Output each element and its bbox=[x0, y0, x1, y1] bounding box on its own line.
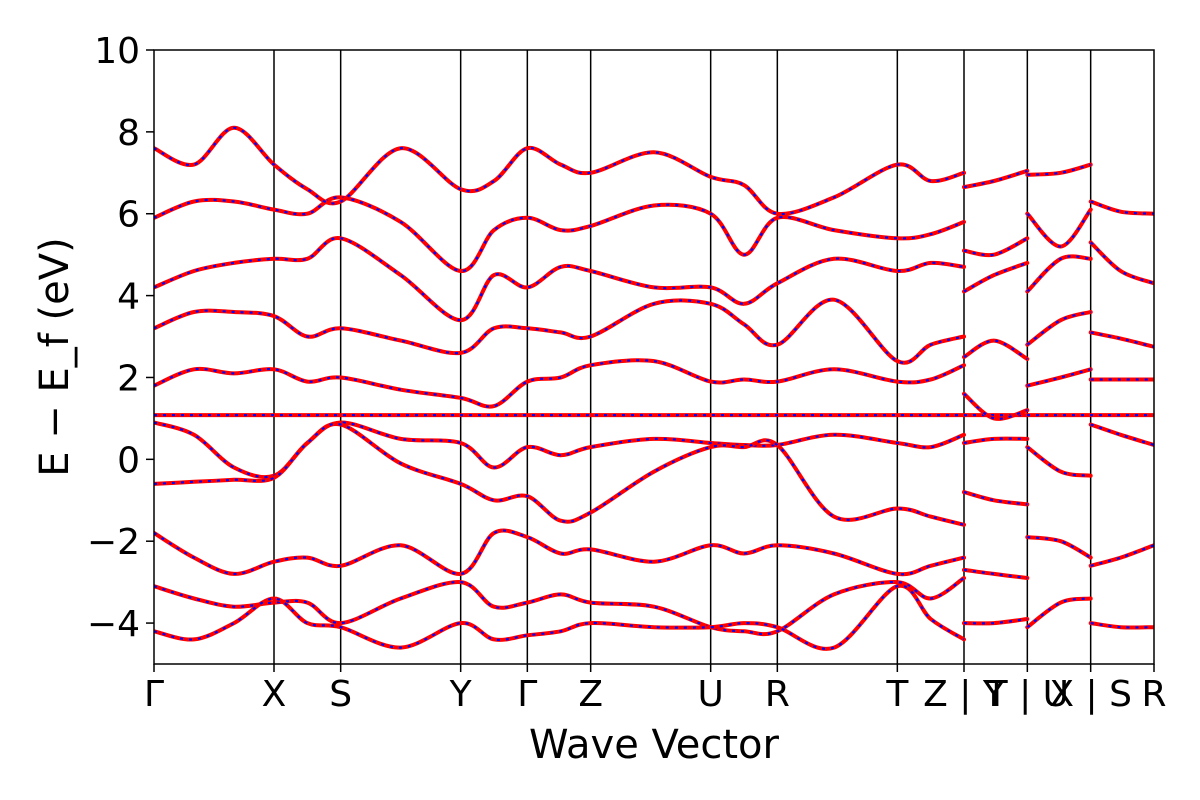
y-tick-label: 4 bbox=[117, 277, 140, 318]
x-tick-label: Γ bbox=[144, 674, 164, 715]
band-line-28 bbox=[1088, 199, 1154, 216]
x-tick-label: T bbox=[885, 674, 909, 715]
x-tick-label: T | U bbox=[985, 674, 1069, 715]
band-line-32 bbox=[1088, 422, 1154, 447]
band-line-overlay-34 bbox=[1090, 622, 1154, 629]
band-line-overlay-29 bbox=[1089, 241, 1154, 285]
y-axis-label: E − E_f (eV) bbox=[32, 237, 78, 476]
band-line-13 bbox=[962, 260, 1030, 294]
y-axis-ticks: −4 −2 0 2 4 6 8 10 bbox=[87, 31, 154, 645]
band-line-20 bbox=[1025, 162, 1093, 177]
band-line-12 bbox=[962, 236, 1030, 258]
band-line-overlay-1 bbox=[154, 421, 965, 479]
band-line-overlay-2 bbox=[154, 422, 965, 526]
band-line-overlay-10 bbox=[154, 584, 965, 650]
x-tick-label: X | S bbox=[1049, 674, 1132, 715]
y-tick-label: −4 bbox=[87, 604, 140, 645]
x-tick-label: Z | Y bbox=[923, 674, 1006, 715]
x-tick-label: U bbox=[697, 674, 723, 715]
band-line-33 bbox=[1088, 543, 1154, 568]
band-line-overlay-22 bbox=[1026, 255, 1091, 293]
x-tick-label: Z bbox=[578, 674, 603, 715]
y-tick-label: 0 bbox=[117, 440, 140, 481]
band-line-30 bbox=[1088, 330, 1154, 349]
band-line-24 bbox=[1025, 367, 1093, 388]
x-tick-label: Y bbox=[449, 674, 473, 715]
band-line-26 bbox=[1025, 535, 1093, 560]
band-line-overlay-15 bbox=[963, 392, 1028, 420]
band-line-overlay-3 bbox=[154, 359, 965, 408]
y-tick-label: 2 bbox=[117, 358, 140, 399]
y-tick-label: 10 bbox=[94, 31, 140, 72]
band-line-overlay-5 bbox=[154, 237, 965, 322]
band-line-overlay-18 bbox=[963, 568, 1028, 580]
band-line-overlay-6 bbox=[154, 196, 965, 273]
band-line-overlay-9 bbox=[154, 577, 965, 636]
y-tick-label: −2 bbox=[87, 522, 140, 563]
band-line-overlay-19 bbox=[963, 617, 1028, 625]
band-line-overlay-7 bbox=[154, 126, 965, 216]
plot-frame bbox=[153, 49, 1155, 665]
band-line-overlay-21 bbox=[1026, 208, 1092, 248]
y-tick-label: 6 bbox=[117, 195, 140, 236]
x-tick-label: R bbox=[765, 674, 790, 715]
band-lines bbox=[154, 125, 1154, 651]
x-tick-label: R bbox=[1141, 674, 1166, 715]
band-line-overlay-27 bbox=[1026, 597, 1091, 629]
y-tick-label: 8 bbox=[117, 113, 140, 154]
x-axis-label: Wave Vector bbox=[529, 722, 780, 768]
x-tick-label: Γ bbox=[517, 674, 537, 715]
band-line-overlay-14 bbox=[963, 339, 1028, 360]
band-line-overlay-16 bbox=[963, 437, 1028, 445]
band-line-17 bbox=[962, 490, 1030, 507]
x-tick-label: S bbox=[329, 674, 352, 715]
band-line-overlay-25 bbox=[1026, 446, 1091, 477]
band-line-overlay-23 bbox=[1026, 310, 1091, 346]
band-line-11 bbox=[962, 168, 1030, 190]
band-line-overlay-4 bbox=[154, 298, 965, 364]
band-line-8 bbox=[154, 528, 966, 577]
x-tick-label: X bbox=[262, 674, 287, 715]
